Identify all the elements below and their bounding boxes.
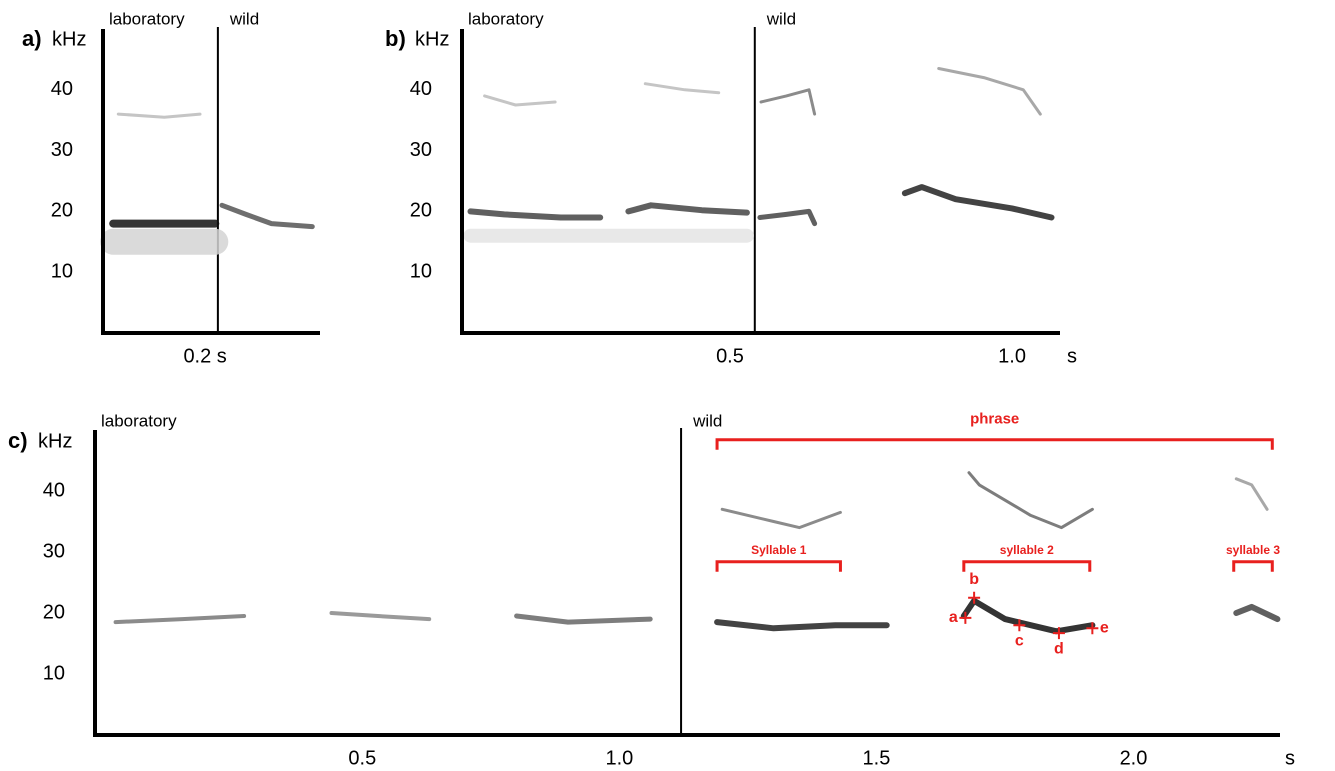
region-label: wild: [692, 411, 722, 430]
spectral-trace: [643, 82, 721, 95]
point-marker: [1086, 622, 1099, 635]
axes: [93, 430, 1280, 737]
y-unit: kHz: [52, 28, 86, 50]
y-tick-label: 40: [51, 78, 73, 100]
x-tick-label: 0.5: [348, 747, 376, 769]
spectral-trace: [720, 507, 842, 530]
point-label: d: [1054, 640, 1064, 657]
spectral-trace: [967, 471, 1094, 530]
spectral-trace: [483, 94, 557, 107]
point-label: c: [1015, 632, 1024, 649]
y-tick-label: 20: [51, 200, 73, 222]
spectral-trace: [467, 208, 604, 221]
spectral-trace: [937, 67, 1042, 116]
bracket-label: Syllable 1: [751, 543, 807, 557]
y-tick-label: 10: [51, 260, 73, 282]
bracket-label: phrase: [970, 411, 1019, 428]
bracket: [1232, 560, 1274, 572]
y-tick-label: 10: [410, 260, 432, 282]
x-tick-label: 2.0: [1120, 747, 1148, 769]
spectral-trace: [901, 184, 1055, 221]
y-tick-label: 40: [43, 479, 65, 501]
spectral-trace: [1234, 477, 1269, 511]
spectral-trace: [714, 619, 890, 632]
bracket-label: syllable 2: [1000, 543, 1054, 557]
x-unit: s: [1285, 747, 1295, 769]
spectral-trace: [116, 112, 202, 119]
spectral-trace: [759, 88, 817, 116]
y-tick-label: 30: [51, 139, 73, 161]
spectral-trace: [757, 208, 818, 227]
x-unit: s: [1067, 345, 1077, 367]
spectral-trace: [1233, 603, 1281, 623]
point-label: e: [1100, 619, 1109, 636]
x-tick-label: 0.2 s: [183, 345, 226, 367]
region-label: laboratory: [101, 411, 177, 430]
axes: [460, 29, 1060, 335]
spectral-trace: [514, 613, 653, 625]
y-tick-label: 40: [410, 78, 432, 100]
region-label: laboratory: [468, 9, 544, 28]
x-tick-label: 0.5: [716, 345, 744, 367]
y-tick-label: 30: [410, 139, 432, 161]
y-tick-label: 20: [410, 200, 432, 222]
bracket: [715, 560, 842, 572]
region-label: wild: [766, 9, 796, 28]
y-unit: kHz: [38, 430, 72, 452]
panel-label: c): [8, 428, 28, 453]
y-tick-label: 30: [43, 540, 65, 562]
spectral-trace: [960, 597, 1096, 635]
y-tick-label: 10: [43, 662, 65, 684]
point-label: b: [969, 571, 979, 588]
spectral-trace: [329, 611, 432, 622]
x-tick-label: 1.0: [998, 345, 1026, 367]
region-label: laboratory: [109, 9, 185, 28]
region-label: wild: [229, 9, 259, 28]
bracket: [715, 438, 1274, 450]
point-marker: [1052, 627, 1065, 640]
bracket-label: syllable 3: [1226, 543, 1280, 557]
y-tick-label: 20: [43, 601, 65, 623]
point-marker: [959, 611, 972, 624]
panel-label: b): [385, 26, 406, 51]
panel-label: a): [22, 26, 42, 51]
bracket: [962, 560, 1092, 572]
x-tick-label: 1.0: [605, 747, 633, 769]
x-tick-label: 1.5: [863, 747, 891, 769]
spectral-trace: [625, 202, 750, 216]
point-label: a: [949, 609, 958, 626]
spectral-trace: [113, 614, 247, 625]
axes: [101, 29, 320, 335]
y-unit: kHz: [415, 28, 449, 50]
point-marker: [1013, 619, 1026, 632]
point-marker: [968, 591, 981, 604]
spectral-trace: [219, 202, 315, 230]
